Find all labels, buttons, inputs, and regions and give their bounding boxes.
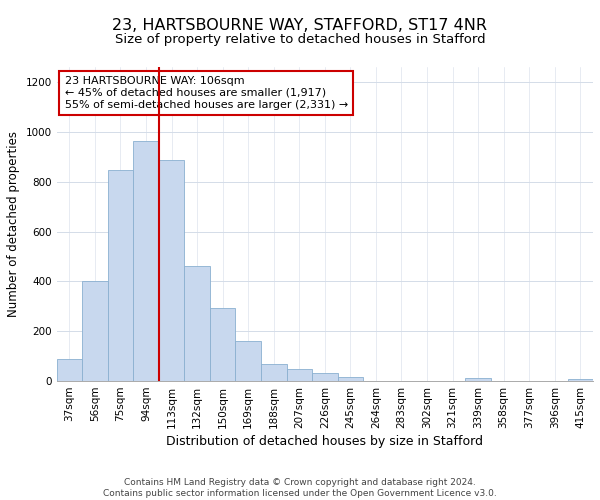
- Bar: [568, 379, 593, 381]
- Bar: [312, 373, 338, 381]
- Bar: [210, 308, 235, 381]
- Bar: [159, 160, 184, 381]
- Bar: [184, 266, 210, 381]
- Text: Contains HM Land Registry data © Crown copyright and database right 2024.
Contai: Contains HM Land Registry data © Crown c…: [103, 478, 497, 498]
- Bar: [133, 140, 159, 381]
- Y-axis label: Number of detached properties: Number of detached properties: [7, 131, 20, 317]
- Bar: [338, 376, 363, 381]
- Bar: [56, 358, 82, 381]
- Bar: [235, 341, 261, 381]
- Text: 23 HARTSBOURNE WAY: 106sqm
← 45% of detached houses are smaller (1,917)
55% of s: 23 HARTSBOURNE WAY: 106sqm ← 45% of deta…: [65, 76, 348, 110]
- Bar: [82, 282, 108, 381]
- Text: Size of property relative to detached houses in Stafford: Size of property relative to detached ho…: [115, 32, 485, 46]
- Bar: [466, 378, 491, 381]
- Bar: [287, 368, 312, 381]
- Text: 23, HARTSBOURNE WAY, STAFFORD, ST17 4NR: 23, HARTSBOURNE WAY, STAFFORD, ST17 4NR: [113, 18, 487, 32]
- Bar: [108, 170, 133, 381]
- Bar: [261, 364, 287, 381]
- X-axis label: Distribution of detached houses by size in Stafford: Distribution of detached houses by size …: [166, 435, 484, 448]
